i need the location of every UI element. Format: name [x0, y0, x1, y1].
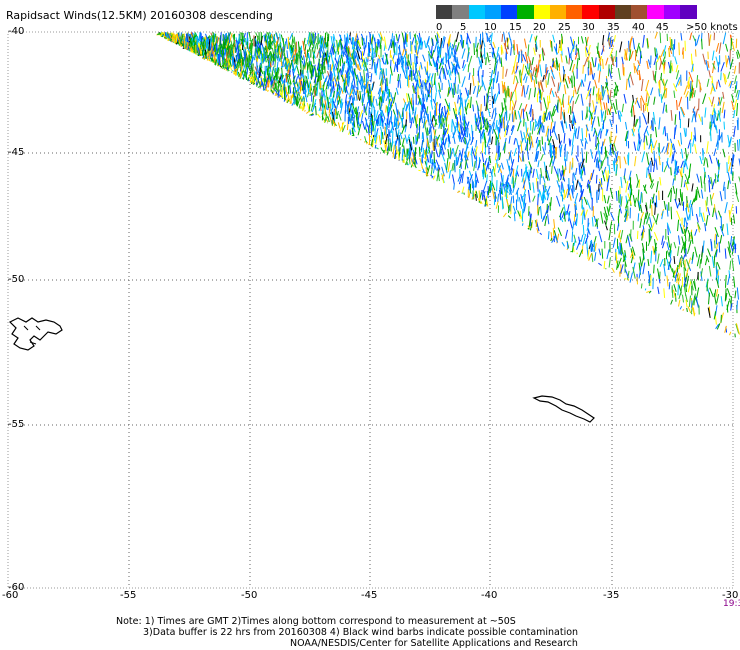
latitude-tick-label: -40	[8, 26, 25, 37]
legend-swatch	[614, 5, 632, 19]
legend-swatch	[647, 5, 664, 19]
wind-barb-swath	[156, 31, 740, 339]
falkland-islands-outline	[8, 317, 63, 351]
legend-label: 35	[607, 22, 620, 33]
legend-label: 30	[582, 22, 595, 33]
south-georgia-outline	[532, 395, 595, 423]
map-frame	[7, 31, 734, 589]
longitude-tick-label: -30	[722, 590, 739, 601]
legend-swatch	[679, 5, 697, 19]
legend-label: >50 knots	[686, 22, 738, 33]
wind-speed-legend: 0 5 10 15 20 25 30 35 40 45 >50 knots	[436, 5, 738, 37]
legend-swatch	[517, 5, 534, 19]
legend-swatch	[582, 5, 599, 19]
note-line-3: NOAA/NESDIS/Center for Satellite Applica…	[290, 638, 578, 649]
latitude-tick-label: -50	[8, 274, 25, 285]
time-label: 19:3	[723, 599, 740, 609]
latitude-tick-label: -60	[8, 582, 25, 593]
legend-label: 25	[558, 22, 571, 33]
map-title: Rapidsact Winds(12.5KM) 20160308 descend…	[6, 9, 273, 22]
legend-label: 0	[436, 22, 443, 33]
legend-swatch	[663, 5, 681, 19]
legend-swatch	[501, 5, 518, 19]
legend-swatch	[468, 5, 486, 19]
note-line-1: Note: 1) Times are GMT 2)Times along bot…	[116, 616, 516, 627]
legend-swatch	[631, 5, 648, 19]
legend-swatch	[598, 5, 616, 19]
legend-label: 40	[632, 22, 645, 33]
legend-label: 45	[656, 22, 669, 33]
falkland-islands-detail	[23, 325, 41, 345]
note-line-2: 3)Data buffer is 22 hrs from 20160308 4)…	[143, 627, 579, 638]
legend-swatch	[484, 5, 502, 19]
longitude-tick-label: -35	[603, 590, 620, 601]
longitude-tick-label: -50	[241, 590, 258, 601]
legend-label: 5	[460, 22, 467, 33]
longitude-tick-label: -45	[361, 590, 378, 601]
legend-label: 20	[533, 22, 546, 33]
longitude-tick-label: -60	[2, 590, 19, 601]
longitude-tick-label: -55	[120, 590, 137, 601]
latitude-tick-label: -45	[8, 147, 25, 158]
legend-swatch	[549, 5, 567, 19]
legend-swatch	[436, 5, 453, 19]
longitude-tick-label: -40	[481, 590, 498, 601]
latitude-tick-label: -55	[8, 419, 25, 430]
legend-label: 10	[484, 22, 497, 33]
legend-swatch	[533, 5, 551, 19]
legend-swatch	[566, 5, 583, 19]
legend-label: 15	[509, 22, 522, 33]
legend-swatch	[452, 5, 469, 19]
